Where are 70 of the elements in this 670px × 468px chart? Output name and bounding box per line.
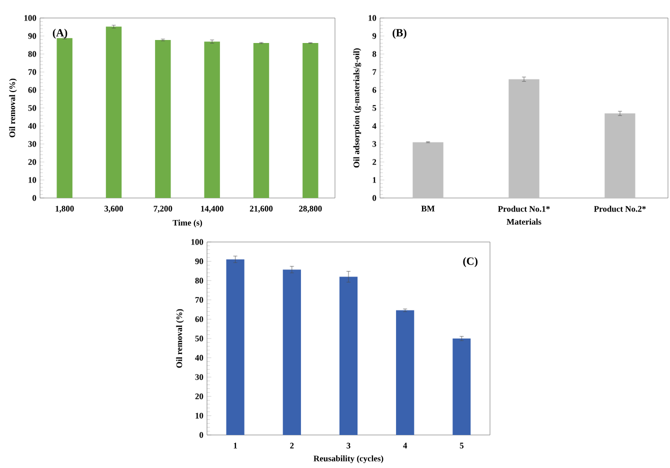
- x-tick-label: 4: [403, 442, 408, 448]
- y-tick-label: 3: [372, 141, 376, 147]
- y-tick-label: 50: [28, 105, 36, 111]
- bar: [452, 338, 471, 435]
- x-tick-label: 5: [460, 442, 464, 448]
- y-axis-title: Oil adsorption (g-materials/g-oil): [353, 48, 362, 168]
- y-tick-label: 30: [28, 141, 36, 147]
- y-tick-label: 70: [28, 69, 36, 75]
- y-tick-label: 20: [28, 159, 36, 165]
- y-tick-label: 6: [372, 87, 376, 93]
- y-tick-label: 50: [195, 336, 204, 342]
- y-tick-label: 20: [195, 394, 204, 400]
- y-tick-label: 5: [372, 105, 376, 111]
- bar: [282, 270, 301, 435]
- y-tick-label: 60: [28, 87, 36, 93]
- x-tick-label: 1: [234, 442, 237, 448]
- bar: [204, 42, 220, 198]
- y-tick-label: 60: [195, 316, 204, 322]
- bar: [302, 43, 318, 198]
- y-tick-label: 2: [372, 159, 376, 165]
- y-tick-label: 0: [372, 195, 376, 201]
- y-tick-label: 40: [28, 123, 36, 129]
- x-tick-label: 21,600: [250, 206, 273, 213]
- x-axis-title: Reusability (cycles): [314, 455, 384, 464]
- y-tick-label: 90: [28, 33, 36, 39]
- y-tick-label: 10: [196, 412, 204, 419]
- x-tick-label: 1,800: [56, 206, 74, 213]
- y-tick-label: 10: [28, 177, 36, 183]
- x-tick-label: Product No.2*: [594, 206, 646, 212]
- annotation: (B): [392, 28, 406, 39]
- x-tick-label: 28,800: [299, 206, 322, 213]
- bar: [56, 38, 72, 198]
- y-tick-label: 1: [372, 177, 376, 183]
- x-tick-label: Product No.1*: [498, 206, 550, 212]
- y-tick-label: 30: [195, 374, 204, 380]
- annotation: (C): [463, 257, 478, 268]
- y-tick-label: 7: [372, 69, 376, 75]
- y-tick-label: 4: [372, 123, 376, 129]
- x-tick-label: 7,200: [154, 206, 172, 213]
- bar: [155, 40, 171, 198]
- y-tick-label: 70: [195, 297, 204, 303]
- y-tick-label: 8: [372, 51, 376, 57]
- x-tick-label: 3,600: [104, 206, 123, 213]
- y-tick-label: 80: [195, 278, 204, 284]
- x-axis-title: Time (s): [172, 220, 202, 228]
- x-tick-label: 2: [290, 442, 294, 448]
- y-axis-title: Oil removal (%): [9, 78, 17, 138]
- y-tick-label: 90: [195, 258, 204, 264]
- annotation: (A): [52, 28, 68, 39]
- y-tick-label: 100: [24, 15, 36, 21]
- x-tick-label: 3: [346, 442, 350, 448]
- x-axis-title: Materials: [506, 218, 542, 225]
- bar: [396, 310, 414, 435]
- bar: [226, 259, 244, 435]
- bar: [508, 79, 540, 198]
- bar: [412, 142, 444, 198]
- bar: [253, 43, 270, 198]
- y-tick-label: 10: [368, 15, 376, 21]
- y-tick-label: 40: [195, 354, 204, 361]
- y-tick-label: 0: [200, 432, 204, 438]
- y-tick-label: 100: [191, 239, 204, 245]
- x-tick-label: BM: [421, 206, 435, 212]
- y-tick-label: 0: [32, 195, 36, 201]
- bar: [106, 26, 122, 198]
- y-tick-label: 80: [28, 51, 36, 57]
- y-axis-title: Oil removal (%): [176, 309, 184, 368]
- bar: [604, 113, 636, 198]
- bar: [339, 276, 358, 435]
- x-tick-label: 14,400: [201, 206, 224, 213]
- y-tick-label: 9: [372, 33, 376, 39]
